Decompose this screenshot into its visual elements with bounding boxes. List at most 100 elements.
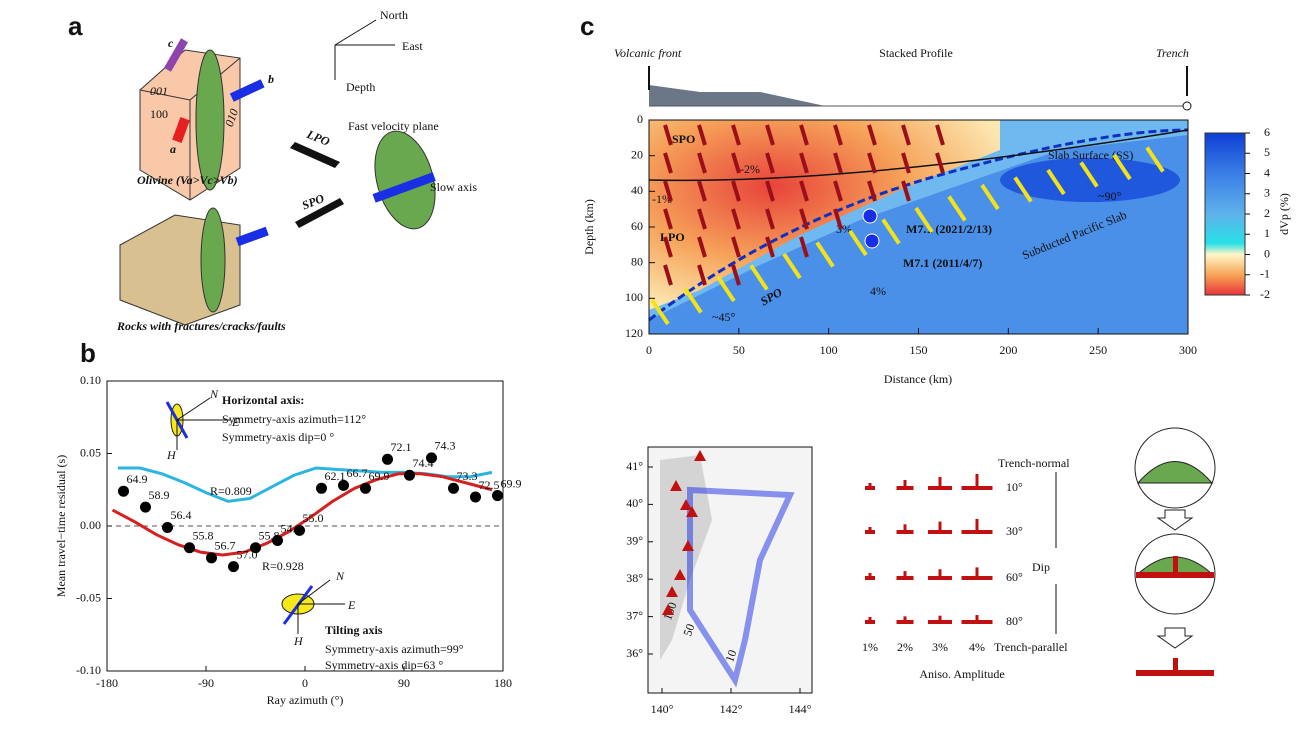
fast-direction xyxy=(833,180,843,202)
icon-label: N xyxy=(209,387,219,401)
volcano xyxy=(674,569,686,580)
icon-label: N xyxy=(335,569,345,583)
fast-direction xyxy=(1046,168,1066,196)
annotation: ~90° xyxy=(1098,189,1121,203)
amp-label: 3% xyxy=(932,640,948,654)
fast-direction xyxy=(731,264,741,286)
glyph xyxy=(868,617,872,620)
point-label: 56.7 xyxy=(215,539,236,553)
fast-direction xyxy=(697,264,707,286)
axis-label: c xyxy=(168,36,174,50)
plane xyxy=(195,49,225,191)
dir-label: East xyxy=(402,39,423,53)
label: Trench-parallel xyxy=(994,640,1068,654)
icon xyxy=(176,397,211,421)
point xyxy=(228,561,239,573)
label: Dip xyxy=(1032,560,1050,574)
fast-direction xyxy=(697,236,707,258)
note: Symmetry-axis dip=63 ° xyxy=(325,658,443,672)
cbar-tick-label: -2 xyxy=(1260,287,1270,301)
rays xyxy=(687,486,795,688)
y-tick-label: 0.00 xyxy=(80,518,101,532)
point-label: 55.0 xyxy=(303,511,324,525)
fast-direction xyxy=(782,252,802,280)
moho xyxy=(648,129,1189,182)
glyph xyxy=(975,518,979,530)
face-label: 001 xyxy=(150,84,168,98)
glyph xyxy=(961,620,993,624)
y-tick-label: 0 xyxy=(637,112,643,126)
y-tick-label: 120 xyxy=(625,326,643,340)
dip-label: 30° xyxy=(1006,524,1023,538)
point-label: 55.8 xyxy=(193,529,214,543)
glyph xyxy=(865,530,875,534)
point-label: 69.9 xyxy=(501,476,522,490)
lat-tick-label: 41° xyxy=(626,459,643,473)
glyph xyxy=(868,527,872,530)
volcano xyxy=(666,586,678,597)
plane xyxy=(200,207,226,313)
glyph xyxy=(928,620,952,624)
trench-mark xyxy=(1182,101,1192,111)
note: Tilting axis xyxy=(325,623,383,637)
annotation: Slab Surface (SS) xyxy=(1048,148,1133,162)
fast-direction xyxy=(765,124,775,146)
lat-tick-label: 39° xyxy=(626,534,643,548)
point xyxy=(382,453,393,465)
point xyxy=(162,521,173,533)
point-label: 72.1 xyxy=(391,440,412,454)
lat-tick-label: 37° xyxy=(626,608,643,622)
fast-direction xyxy=(799,236,809,258)
glyph xyxy=(896,486,914,490)
amp-label: 1% xyxy=(862,640,878,654)
volcano xyxy=(680,499,692,510)
volcano xyxy=(686,506,698,517)
point-label: 64.9 xyxy=(127,472,148,486)
face-label: 100 xyxy=(150,107,168,121)
annotation: M7.1 (2011/4/7) xyxy=(903,256,982,270)
annotation: M7.1 (2021/2/13) xyxy=(906,222,992,236)
annotation: ~45° xyxy=(712,310,735,324)
point-label: 56.4 xyxy=(171,508,192,522)
colorbar-label: dVp (%) xyxy=(1277,193,1291,235)
arrow xyxy=(1156,509,1194,531)
panel-letter: c xyxy=(580,11,594,41)
schematic xyxy=(1136,572,1214,578)
x-tick-label: 180 xyxy=(494,676,512,690)
fast-direction xyxy=(799,180,809,202)
schematic xyxy=(1173,658,1178,672)
schematic xyxy=(1173,556,1178,574)
contour-label: 10 xyxy=(722,648,739,664)
glyph xyxy=(961,486,993,490)
point xyxy=(426,452,437,464)
glyph xyxy=(865,486,875,490)
volcano xyxy=(670,480,682,491)
point-label: 74.3 xyxy=(435,439,456,453)
contour-label: 50 xyxy=(680,622,697,638)
fast-direction xyxy=(1079,161,1099,188)
fast-direction xyxy=(716,275,736,303)
fast-direction xyxy=(663,236,673,258)
point xyxy=(118,485,129,497)
fast-direction xyxy=(749,264,769,291)
point xyxy=(470,491,481,503)
glyph xyxy=(865,576,875,580)
axis-label: b xyxy=(268,72,274,86)
glyph xyxy=(903,524,907,530)
glyph xyxy=(961,530,993,534)
fast-direction xyxy=(815,241,835,268)
fast-direction xyxy=(765,208,775,230)
fast-direction xyxy=(935,152,945,174)
curve-label: R=0.928 xyxy=(262,559,304,573)
point-label: 62.1 xyxy=(325,469,346,483)
y-tick-label: 60 xyxy=(631,219,643,233)
caption: Rocks with fractures/cracks/faults xyxy=(116,319,286,333)
fast-direction xyxy=(901,124,911,146)
fast-direction xyxy=(731,124,741,146)
y-tick-label: 100 xyxy=(625,290,643,304)
glyph xyxy=(896,620,914,624)
fast-direction xyxy=(663,124,673,146)
volcano xyxy=(694,450,706,461)
topography xyxy=(649,85,825,106)
glyph xyxy=(868,573,872,576)
